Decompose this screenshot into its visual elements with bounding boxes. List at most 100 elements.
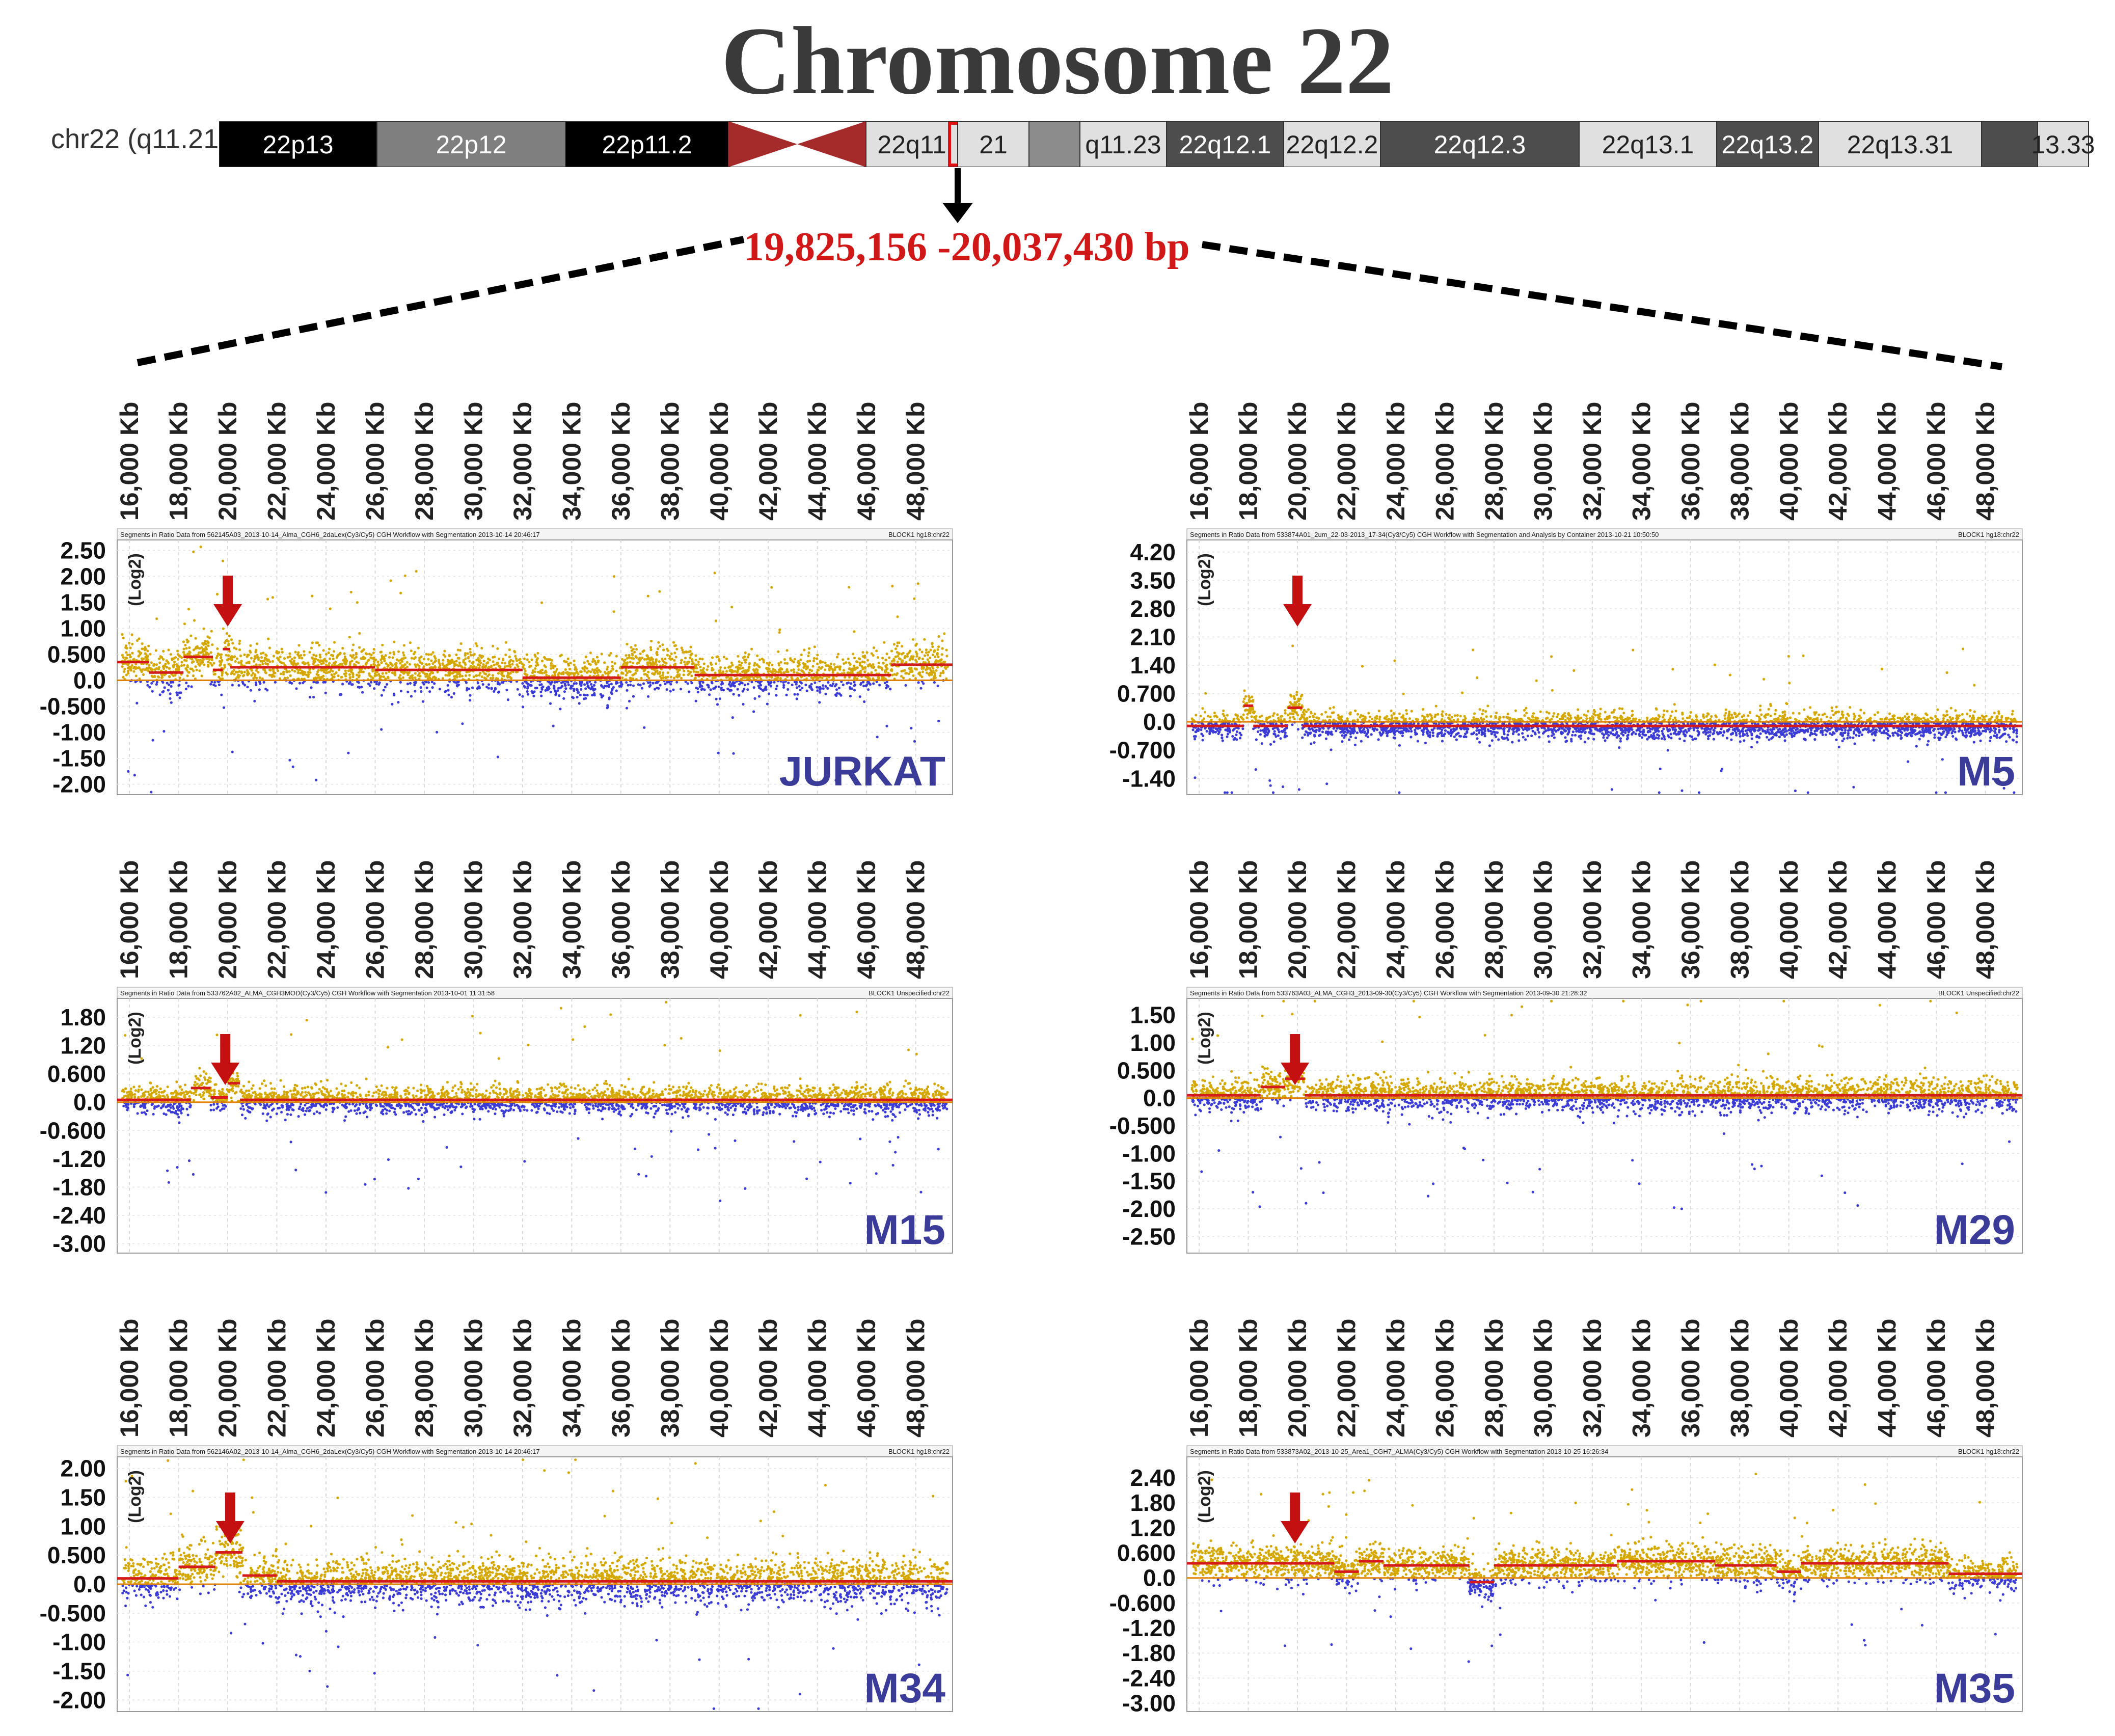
x-tick-label: 32,000 Kb	[1578, 402, 1607, 521]
x-tick-label: 24,000 Kb	[312, 1319, 340, 1437]
chromosome-ideogram: 22p13 22p12 22p11.2 22q11 21 q11.23 22q12.1 22q…	[219, 121, 2095, 167]
cgh-chart: Segments in Ratio Data from 562145A03_20…	[40, 402, 953, 798]
y-tick-label: -1.00	[52, 719, 106, 746]
band-label: 13.33	[2031, 130, 2095, 159]
y-tick-label: -3.00	[1122, 1690, 1176, 1717]
cgh-panel-m35: Segments in Ratio Data from 533873A02_20…	[1070, 1284, 2038, 1722]
cgh-chart: Segments in Ratio Data from 533763A03_AL…	[1109, 860, 2023, 1254]
x-tick-label: 40,000 Kb	[1775, 860, 1803, 979]
x-tick-label: 42,000 Kb	[1824, 402, 1852, 521]
x-tick-label: 42,000 Kb	[754, 1319, 782, 1437]
y-tick-label: 2.50	[60, 537, 106, 563]
ideogram-band	[1579, 121, 1717, 167]
sample-name: M35	[1934, 1665, 2015, 1712]
y-tick-label: -0.700	[1109, 737, 1176, 764]
red-arrow-icon	[1281, 1034, 1310, 1085]
red-arrow-icon	[1281, 1493, 1310, 1543]
x-tick-label: 30,000 Kb	[459, 1319, 487, 1437]
x-tick-label: 44,000 Kb	[803, 1319, 832, 1437]
cgh-panel-m5: Segments in Ratio Data from 533874A01_2u…	[1070, 367, 2038, 805]
x-tick-label: 40,000 Kb	[1775, 1319, 1803, 1437]
x-tick-label: 32,000 Kb	[1578, 1319, 1607, 1437]
y-tick-label: 2.00	[60, 563, 106, 589]
red-arrow-icon	[213, 576, 242, 627]
y-axis-label: (Log2)	[125, 1470, 145, 1523]
x-tick-label: 38,000 Kb	[656, 402, 684, 521]
y-tick-label: -1.20	[1122, 1615, 1176, 1641]
plot-header-title: Segments in Ratio Data from 562146A02_20…	[120, 1448, 540, 1455]
band-label: 22q12.1	[1179, 130, 1271, 159]
ideogram-band	[2037, 121, 2089, 167]
x-tick-label: 32,000 Kb	[508, 402, 537, 521]
down-arrow-icon	[942, 168, 973, 223]
y-tick-label: -1.50	[52, 1658, 106, 1684]
x-tick-label: 16,000 Kb	[1185, 1319, 1213, 1437]
plot-header-title: Segments in Ratio Data from 533873A02_20…	[1190, 1448, 1608, 1455]
cgh-panel-m34: Segments in Ratio Data from 562146A02_20…	[0, 1284, 968, 1722]
x-tick-label: 38,000 Kb	[1725, 860, 1754, 979]
x-tick-label: 34,000 Kb	[1627, 402, 1656, 521]
y-tick-label: -2.00	[1122, 1196, 1176, 1222]
x-tick-label: 26,000 Kb	[361, 1319, 389, 1437]
y-tick-label: -2.40	[52, 1202, 106, 1229]
x-tick-label: 30,000 Kb	[459, 402, 487, 521]
x-tick-label: 40,000 Kb	[705, 1319, 734, 1437]
x-tick-label: 44,000 Kb	[1873, 860, 1902, 979]
band-label: 22q11	[877, 130, 946, 159]
x-tick-label: 18,000 Kb	[1234, 402, 1263, 521]
band-label: 21	[979, 130, 1008, 159]
x-tick-label: 18,000 Kb	[1234, 860, 1263, 979]
band-label: 22p12	[436, 130, 506, 159]
cgh-chart: Segments in Ratio Data from 533873A02_20…	[1109, 1319, 2023, 1717]
x-tick-label: 24,000 Kb	[1381, 860, 1410, 979]
y-tick-label: 0.0	[73, 667, 106, 694]
x-tick-label: 38,000 Kb	[656, 1319, 684, 1437]
sample-name: M15	[864, 1207, 945, 1253]
x-tick-label: 28,000 Kb	[410, 402, 439, 521]
y-tick-label: -1.80	[52, 1174, 106, 1200]
x-tick-label: 42,000 Kb	[754, 402, 782, 521]
y-tick-label: -1.80	[1122, 1640, 1176, 1666]
cgh-panel-m29: Segments in Ratio Data from 533763A03_AL…	[1070, 825, 2038, 1263]
x-tick-label: 36,000 Kb	[607, 860, 635, 979]
y-tick-label: 0.0	[1143, 1085, 1176, 1111]
band-label: 22q12.3	[1434, 130, 1526, 159]
x-tick-label: 34,000 Kb	[1627, 860, 1656, 979]
x-tick-label: 42,000 Kb	[1824, 860, 1852, 979]
ideogram-band	[376, 121, 566, 167]
y-tick-label: 0.700	[1117, 681, 1176, 707]
plot-header-title: Segments in Ratio Data from 562145A03_20…	[120, 531, 540, 538]
x-tick-label: 26,000 Kb	[1430, 860, 1459, 979]
y-tick-label: 3.50	[1130, 567, 1176, 593]
x-tick-label: 24,000 Kb	[312, 860, 340, 979]
x-tick-label: 34,000 Kb	[557, 860, 586, 979]
x-tick-label: 26,000 Kb	[361, 860, 389, 979]
x-tick-label: 16,000 Kb	[115, 1319, 144, 1437]
y-tick-label: 1.50	[60, 1484, 106, 1511]
sample-name: JURKAT	[779, 748, 945, 795]
x-tick-label: 44,000 Kb	[803, 402, 832, 521]
y-tick-label: -0.600	[40, 1117, 106, 1144]
x-tick-label: 46,000 Kb	[1922, 860, 1950, 979]
x-tick-label: 18,000 Kb	[165, 860, 193, 979]
y-tick-label: -0.500	[40, 693, 106, 720]
y-tick-label: 2.10	[1130, 623, 1176, 650]
x-tick-label: 44,000 Kb	[803, 860, 832, 979]
x-tick-label: 30,000 Kb	[1529, 402, 1557, 521]
x-tick-label: 16,000 Kb	[1185, 402, 1213, 521]
x-tick-label: 26,000 Kb	[361, 402, 389, 521]
y-tick-label: 4.20	[1130, 539, 1176, 565]
y-tick-label: 0.600	[47, 1061, 106, 1087]
band-label: 22p11.2	[602, 130, 692, 159]
band-label: 22q12.2	[1286, 130, 1378, 159]
zoom-lines	[137, 168, 2003, 370]
plot-area	[117, 998, 953, 1254]
x-tick-label: 28,000 Kb	[410, 1319, 439, 1437]
x-tick-label: 42,000 Kb	[754, 860, 782, 979]
y-tick-label: 0.500	[47, 641, 106, 667]
x-tick-label: 42,000 Kb	[1824, 1319, 1852, 1437]
plot-area	[1186, 1456, 2023, 1712]
x-tick-label: 36,000 Kb	[1676, 402, 1705, 521]
x-tick-label: 24,000 Kb	[312, 402, 340, 521]
x-tick-label: 16,000 Kb	[115, 860, 144, 979]
